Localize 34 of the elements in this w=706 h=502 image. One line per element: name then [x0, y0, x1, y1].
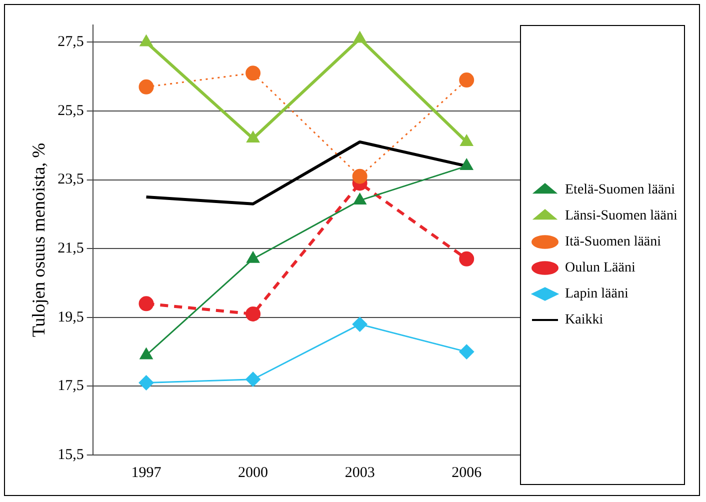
point — [246, 251, 260, 263]
legend-label: Oulun Lääni — [565, 260, 636, 276]
point — [138, 375, 154, 390]
x-tick-label: 2003 — [344, 464, 375, 481]
point — [460, 134, 474, 146]
legend-label: Kaikki — [565, 312, 604, 328]
y-axis-title: Tulojen osuus menoista, % — [28, 142, 49, 338]
legend-label: Lapin lääni — [565, 286, 628, 302]
y-tick-label: 25,5 — [58, 102, 84, 119]
point — [140, 34, 153, 46]
legend-label: Länsi-Suomen lääni — [565, 208, 678, 224]
point — [460, 158, 474, 170]
x-tick-label: 1997 — [131, 464, 162, 481]
point — [459, 344, 474, 360]
point — [353, 192, 366, 204]
legend-label: Etelä-Suomen lääni — [565, 182, 676, 198]
x-tick-label: 2000 — [238, 464, 268, 481]
point — [352, 316, 368, 332]
point — [459, 251, 474, 266]
point — [138, 79, 154, 94]
point — [353, 31, 366, 43]
y-tick-label: 21,5 — [58, 240, 84, 257]
point — [246, 131, 260, 143]
x-tick-label: 2006 — [452, 464, 482, 481]
y-tick-label: 27,5 — [58, 34, 84, 50]
point — [138, 296, 154, 312]
legend-label: Itä-Suomen lääni — [565, 234, 662, 250]
y-tick-label: 19,5 — [58, 309, 84, 326]
point — [246, 306, 261, 322]
point — [246, 372, 261, 387]
y-tick-label: 17,5 — [58, 378, 84, 394]
y-tick-label: 15,5 — [58, 446, 84, 463]
point — [352, 168, 368, 184]
y-tick-label: 23,5 — [58, 172, 84, 188]
